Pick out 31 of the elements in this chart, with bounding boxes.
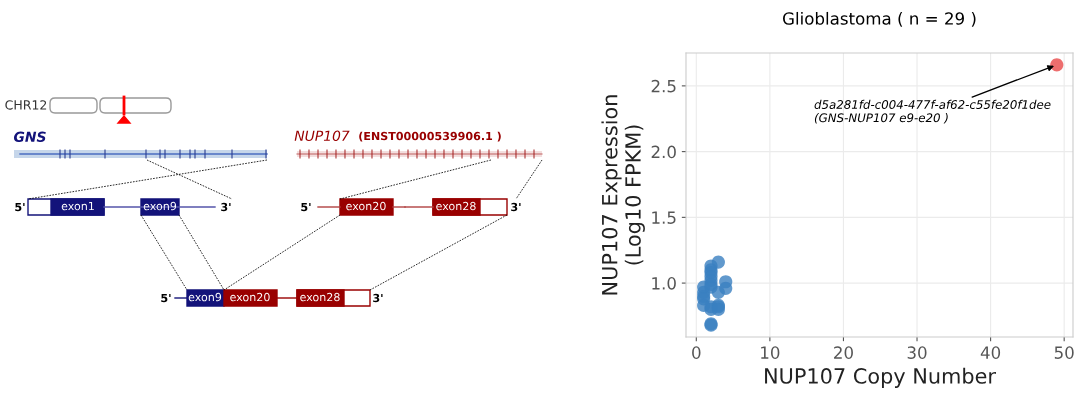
x-axis-title: NUP107 Copy Number [765, 367, 996, 388]
annotation: d5a281fd-c004-477f-af62-c55fe20f1dee (GNS-NUP107 e9-e20 ) [814, 99, 1051, 124]
text: exon20 [346, 201, 386, 211]
text: (ENST00000539906.1 ) [359, 131, 501, 142]
x-tick-label: 30 [907, 346, 927, 359]
y-axis-title: NUP107 Expression (Log10 FPKM) [601, 95, 645, 295]
text: exon9 [188, 292, 222, 302]
x-tick-label: 0 [692, 346, 701, 359]
y-tick-label: 2.0 [651, 145, 676, 159]
text: CHR12 [5, 100, 47, 110]
text: 5' [301, 202, 311, 212]
y-tick-label: 1.5 [652, 211, 676, 224]
text: 3' [511, 202, 521, 212]
text: exon1 [61, 201, 94, 211]
x-tick-label: 20 [834, 346, 853, 359]
text: exon28 [436, 201, 476, 211]
x-tick-label: 50 [1054, 346, 1074, 359]
text: NUP107 [294, 130, 350, 142]
chart-title: Glioblastoma ( n = 29 ) [782, 11, 976, 27]
y-tick-label: 2.5 [651, 79, 676, 93]
text: 3' [373, 293, 383, 303]
x-tick-label: 40 [980, 346, 1001, 359]
text: exon20 [230, 292, 270, 302]
text: exon9 [143, 201, 177, 211]
text: exon28 [300, 292, 340, 302]
x-tick-label: 10 [761, 346, 780, 359]
text: 5' [15, 202, 25, 212]
text: GNS [13, 131, 46, 143]
text: 3' [221, 202, 231, 212]
text: 5' [161, 293, 171, 303]
y-tick-label: 1.0 [652, 277, 676, 290]
